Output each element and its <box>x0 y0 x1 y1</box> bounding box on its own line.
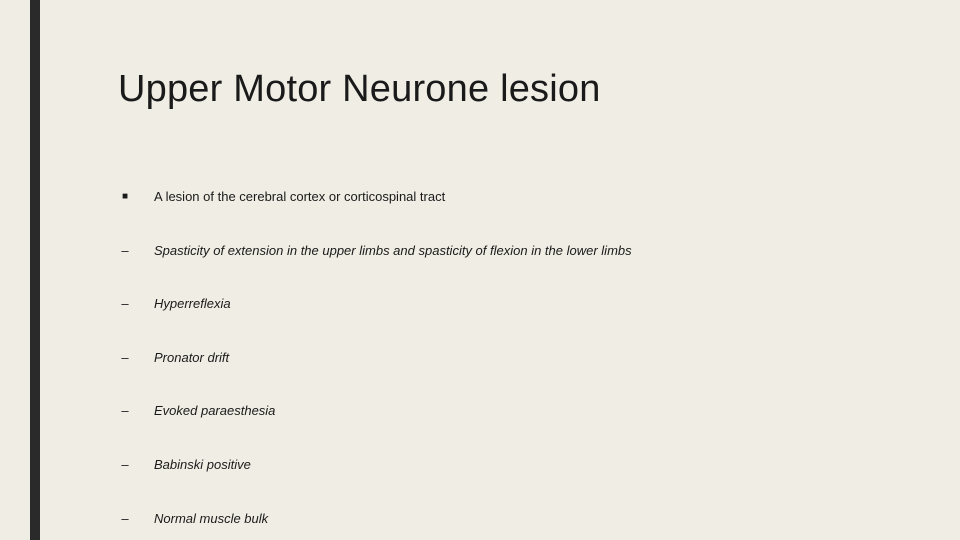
accent-bar <box>30 0 40 540</box>
list-item: – Pronator drift <box>118 350 898 366</box>
list-item: – Babinski positive <box>118 457 898 473</box>
bullet-marker: – <box>118 403 132 419</box>
bullet-marker: – <box>118 511 132 527</box>
list-item: – Hyperreflexia <box>118 296 898 312</box>
bullet-marker: ■ <box>118 191 132 203</box>
list-item: – Spasticity of extension in the upper l… <box>118 243 898 259</box>
bullet-marker: – <box>118 243 132 259</box>
slide-title: Upper Motor Neurone lesion <box>118 68 898 111</box>
bullet-marker: – <box>118 296 132 312</box>
list-item: ■ A lesion of the cerebral cortex or cor… <box>118 189 898 205</box>
bullet-text: Babinski positive <box>154 457 251 473</box>
bullet-text: Evoked paraesthesia <box>154 403 275 419</box>
list-item: – Normal muscle bulk <box>118 511 898 527</box>
bullet-list: ■ A lesion of the cerebral cortex or cor… <box>118 189 898 526</box>
bullet-marker: – <box>118 457 132 473</box>
slide-content: Upper Motor Neurone lesion ■ A lesion of… <box>118 68 898 526</box>
bullet-marker: – <box>118 350 132 366</box>
list-item: – Evoked paraesthesia <box>118 403 898 419</box>
bullet-text: Normal muscle bulk <box>154 511 268 527</box>
bullet-text: Pronator drift <box>154 350 229 366</box>
bullet-text: A lesion of the cerebral cortex or corti… <box>154 189 445 205</box>
bullet-text: Spasticity of extension in the upper lim… <box>154 243 632 259</box>
bullet-text: Hyperreflexia <box>154 296 231 312</box>
